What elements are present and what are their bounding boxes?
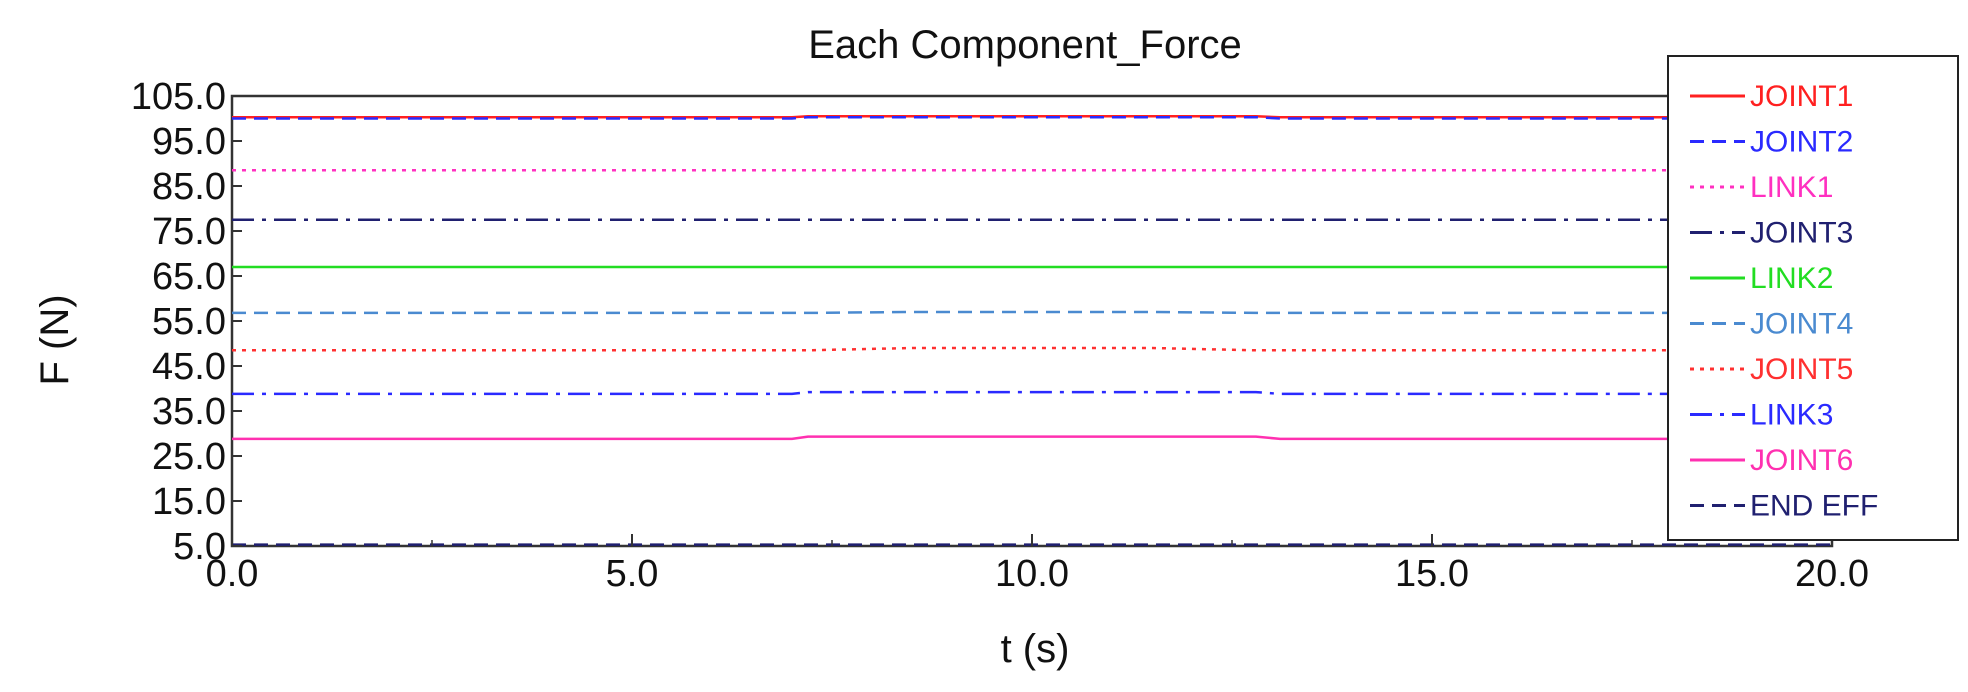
x-tick-label: 0.0 [206,553,259,595]
y-tick-label: 45.0 [152,346,226,388]
legend-label-joint5: JOINT5 [1750,353,1853,386]
y-tick-label: 25.0 [152,436,226,478]
plot-area-frame [230,94,1834,548]
y-tick-label: 75.0 [152,211,226,253]
series-line-joint4 [232,310,1832,315]
chart-title: Each Component_Force [808,23,1242,67]
x-axis-title: t (s) [1001,627,1070,671]
legend-items: JOINT1 JOINT2 LINK1 JOINT3 LINK2 JOINT4 JOINT5… [1690,80,1878,523]
legend-label-end-eff: END EFF [1750,490,1878,523]
legend-label-link1: LINK1 [1750,171,1833,204]
x-tick-label: 10.0 [995,553,1069,595]
y-tick-label: 65.0 [152,256,226,298]
y-tick-label: 55.0 [152,301,226,343]
legend-label-joint6: JOINT6 [1750,444,1853,477]
legend: JOINT1 JOINT2 LINK1 JOINT3 LINK2 JOINT4 JOINT5… [1667,55,1959,541]
x-tick-label: 5.0 [606,553,659,595]
legend-label-joint2: JOINT2 [1750,126,1853,159]
series-line-link3 [232,390,1832,396]
y-tick-label: 35.0 [152,391,226,433]
y-axis: 5.015.025.035.045.055.065.075.085.095.01… [131,76,242,568]
series-line-joint2 [232,115,1832,120]
legend-label-joint1: JOINT1 [1750,80,1853,113]
y-axis-title: F (N) [33,294,77,385]
series-line-joint6 [232,435,1832,441]
legend-label-joint3: JOINT3 [1750,217,1853,250]
y-tick-label: 15.0 [152,481,226,523]
series-layer [232,115,1832,546]
series-line-joint1 [232,115,1832,119]
y-tick-label: 5.0 [173,526,226,568]
legend-label-link2: LINK2 [1750,262,1833,295]
legend-label-link3: LINK3 [1750,399,1833,432]
y-tick-label: 105.0 [131,76,226,118]
x-tick-label: 15.0 [1395,553,1469,595]
series-line-joint5 [232,346,1832,352]
y-tick-label: 95.0 [152,121,226,163]
x-tick-label: 20.0 [1795,553,1869,595]
legend-label-joint4: JOINT4 [1750,308,1853,341]
y-tick-label: 85.0 [152,166,226,208]
